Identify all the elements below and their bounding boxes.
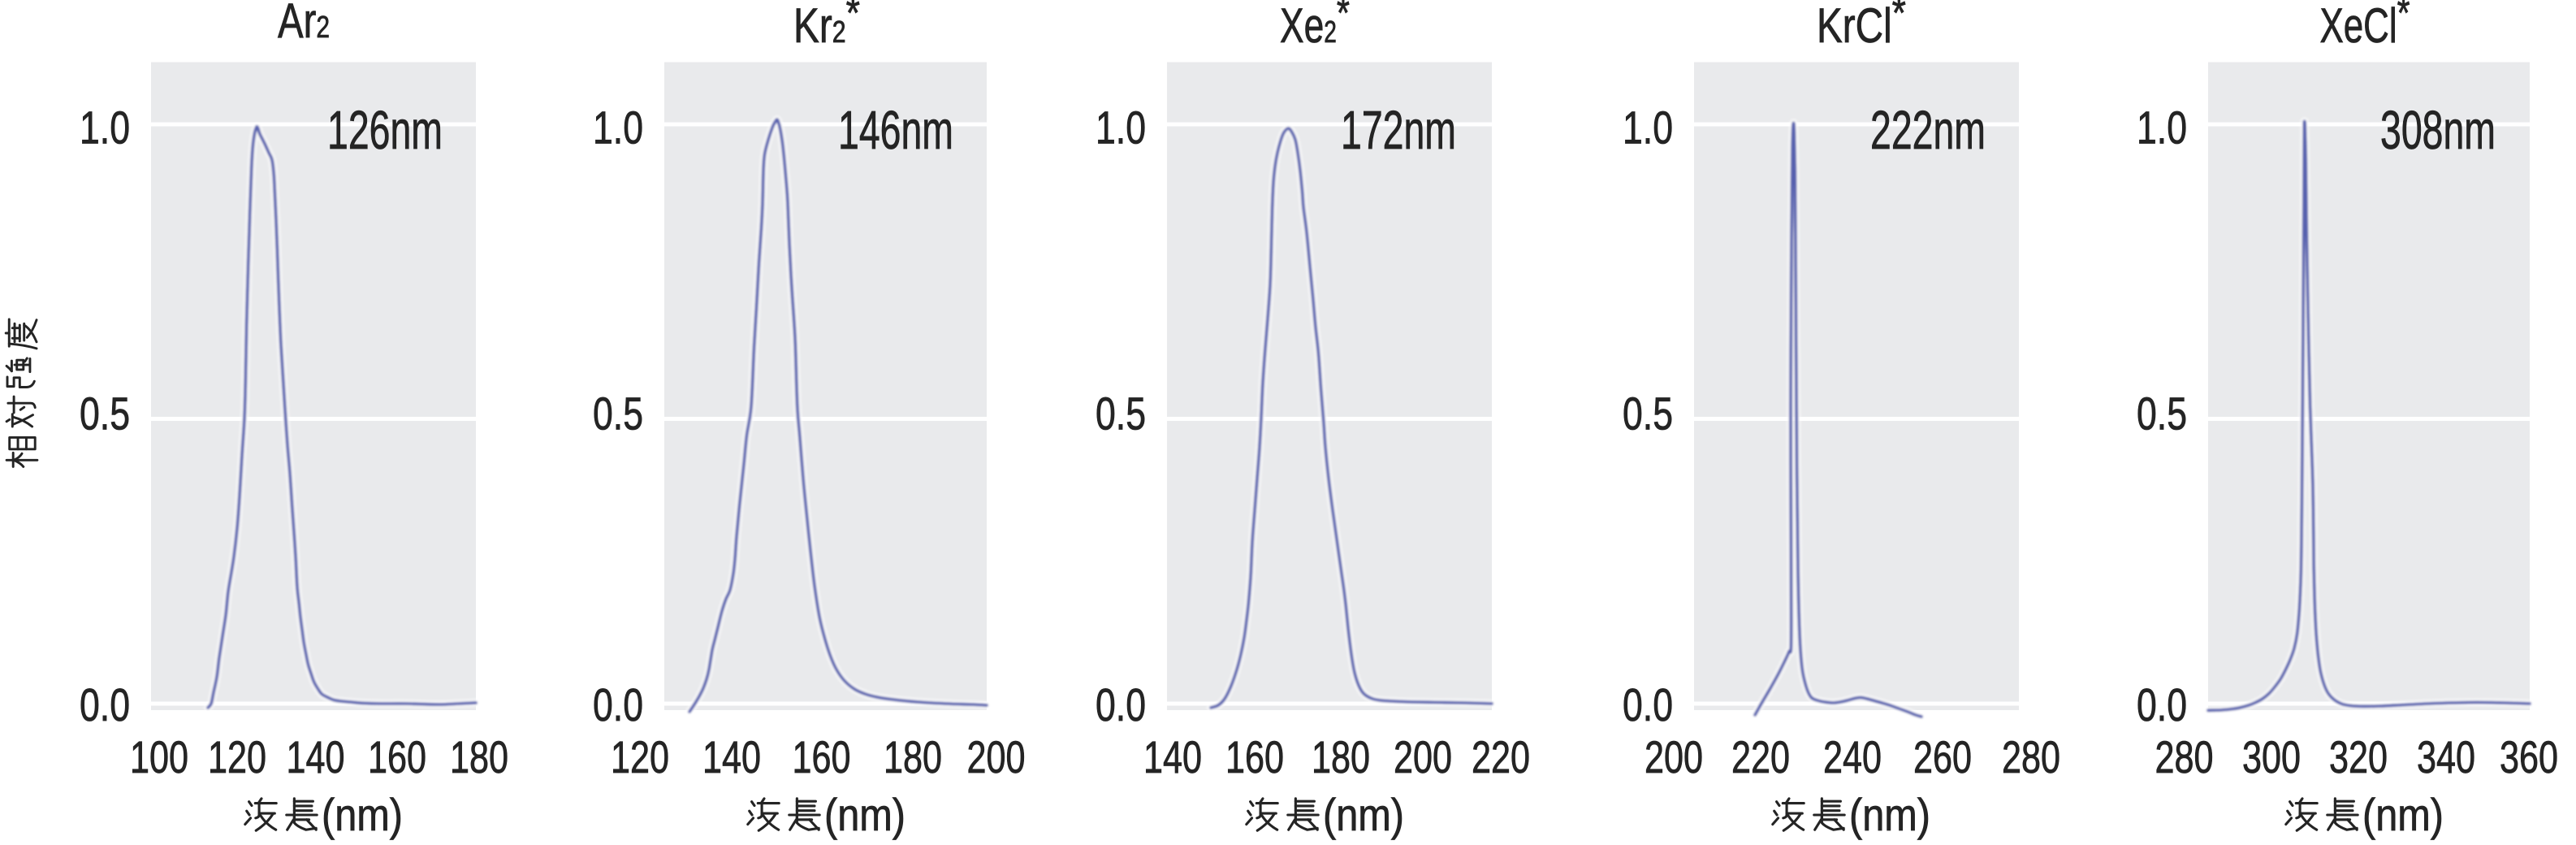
svg-text:0.0: 0.0	[593, 679, 643, 731]
svg-text:220: 220	[1731, 731, 1790, 782]
svg-text:220: 220	[1472, 731, 1530, 782]
svg-text:180: 180	[1312, 731, 1370, 782]
svg-text:0.5: 0.5	[1096, 388, 1146, 440]
svg-text:200: 200	[1645, 731, 1703, 782]
svg-text:0.5: 0.5	[80, 388, 130, 440]
svg-text:Kr2*: Kr2*	[793, 0, 860, 53]
svg-text:160: 160	[1225, 731, 1284, 782]
svg-text:140: 140	[702, 731, 761, 782]
svg-text:200: 200	[967, 731, 1026, 782]
svg-text:300: 300	[2242, 731, 2301, 782]
svg-text:XeCl*: XeCl*	[2320, 0, 2410, 53]
svg-text:280: 280	[2002, 731, 2060, 782]
svg-text:1.0: 1.0	[1623, 102, 1673, 154]
svg-text:126nm: 126nm	[327, 100, 443, 161]
svg-text:Ar2: Ar2	[278, 0, 330, 48]
svg-text:KrCl*: KrCl*	[1817, 0, 1906, 53]
svg-text:120: 120	[208, 731, 266, 782]
svg-text:320: 320	[2329, 731, 2388, 782]
svg-text:(nm): (nm)	[322, 789, 403, 840]
svg-text:0.0: 0.0	[1623, 679, 1673, 731]
svg-text:160: 160	[368, 731, 426, 782]
svg-text:1.0: 1.0	[1096, 102, 1146, 154]
svg-text:340: 340	[2417, 731, 2475, 782]
svg-text:0.0: 0.0	[80, 679, 130, 731]
svg-text:160: 160	[793, 731, 851, 782]
svg-text:0.0: 0.0	[2137, 679, 2187, 731]
svg-text:172nm: 172nm	[1341, 100, 1456, 161]
svg-text:360: 360	[2500, 731, 2558, 782]
svg-text:100: 100	[130, 731, 188, 782]
svg-text:(nm): (nm)	[1849, 789, 1930, 840]
svg-text:280: 280	[2155, 731, 2214, 782]
svg-text:0.0: 0.0	[1096, 679, 1146, 731]
svg-text:Xe2*: Xe2*	[1280, 0, 1350, 53]
svg-text:(nm): (nm)	[824, 789, 905, 840]
svg-text:0.5: 0.5	[593, 388, 643, 440]
svg-text:260: 260	[1913, 731, 1972, 782]
svg-text:140: 140	[1143, 731, 1202, 782]
svg-text:0.5: 0.5	[1623, 388, 1673, 440]
svg-text:240: 240	[1823, 731, 1882, 782]
svg-text:0.5: 0.5	[2137, 388, 2187, 440]
svg-text:120: 120	[611, 731, 669, 782]
svg-text:180: 180	[884, 731, 942, 782]
svg-text:140: 140	[287, 731, 345, 782]
svg-text:200: 200	[1394, 731, 1452, 782]
svg-text:1.0: 1.0	[593, 102, 643, 154]
svg-text:222nm: 222nm	[1870, 100, 1986, 161]
svg-text:(nm): (nm)	[1323, 789, 1404, 840]
svg-text:146nm: 146nm	[838, 100, 953, 161]
svg-text:180: 180	[450, 731, 508, 782]
svg-text:(nm): (nm)	[2362, 789, 2444, 840]
svg-text:1.0: 1.0	[80, 102, 130, 154]
svg-text:308nm: 308nm	[2380, 100, 2496, 161]
svg-text:1.0: 1.0	[2137, 102, 2187, 154]
